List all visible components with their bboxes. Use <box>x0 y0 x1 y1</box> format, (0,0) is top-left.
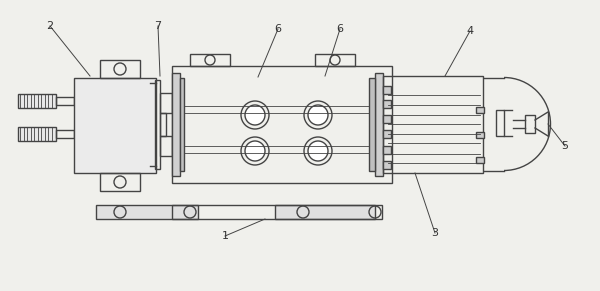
Bar <box>476 107 484 113</box>
Text: 5: 5 <box>562 141 569 151</box>
Text: 3: 3 <box>431 228 439 238</box>
Bar <box>160 113 166 136</box>
Bar <box>375 73 383 176</box>
Bar <box>383 130 391 138</box>
Bar <box>155 80 160 169</box>
Bar <box>369 78 375 171</box>
Text: 4: 4 <box>466 26 473 36</box>
Circle shape <box>308 105 328 125</box>
Circle shape <box>245 105 265 125</box>
Bar <box>100 60 140 78</box>
Bar <box>18 94 56 108</box>
Bar <box>180 78 184 171</box>
Bar <box>496 110 504 136</box>
Bar <box>383 161 391 169</box>
Bar <box>383 146 391 154</box>
Bar <box>74 78 156 173</box>
Text: 1: 1 <box>221 231 229 241</box>
Circle shape <box>308 141 328 161</box>
Text: 7: 7 <box>154 21 161 31</box>
Bar <box>383 76 483 173</box>
Bar <box>172 66 392 183</box>
Bar <box>315 54 355 66</box>
Bar <box>525 115 535 133</box>
Bar <box>275 205 375 219</box>
Text: 2: 2 <box>46 21 53 31</box>
Text: 6: 6 <box>337 24 343 34</box>
Bar <box>476 157 484 163</box>
Bar <box>18 127 56 141</box>
Bar <box>100 173 140 191</box>
Bar <box>383 86 391 94</box>
Bar <box>476 132 484 138</box>
Bar <box>190 54 230 66</box>
Bar <box>56 130 74 138</box>
Bar <box>383 100 391 108</box>
Circle shape <box>245 141 265 161</box>
Bar <box>160 93 172 113</box>
Bar <box>383 115 391 123</box>
Bar <box>56 97 74 105</box>
Bar <box>96 205 198 219</box>
Bar <box>172 205 382 219</box>
Text: 6: 6 <box>275 24 281 34</box>
Bar <box>160 136 172 156</box>
Bar <box>172 73 180 176</box>
